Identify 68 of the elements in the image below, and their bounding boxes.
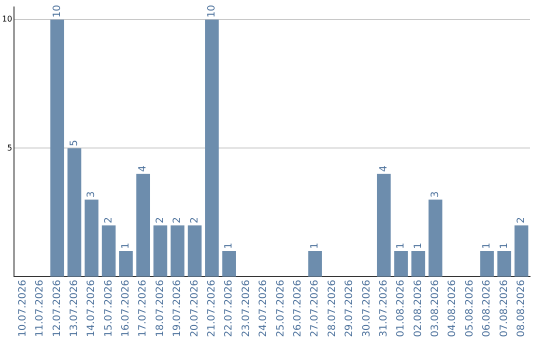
- data-label: 1: [224, 242, 235, 250]
- bar: [153, 225, 168, 277]
- x-tick-label: 31.07.2026: [378, 280, 390, 338]
- bar: [50, 20, 64, 277]
- x-tick-label: 15.07.2026: [103, 280, 114, 338]
- data-label: 1: [412, 242, 424, 250]
- data-label: 10: [52, 4, 63, 18]
- bar: [376, 174, 391, 277]
- data-label: 4: [138, 166, 149, 172]
- data-label: 2: [516, 216, 527, 224]
- x-tick-label: 01.08.2026: [396, 280, 407, 338]
- x-tick-label: 29.07.2026: [344, 280, 356, 338]
- bar: [102, 225, 116, 277]
- x-tick-label: 30.07.2026: [361, 280, 372, 338]
- x-tick-label: 02.08.2026: [412, 280, 424, 338]
- x-tick-label: 25.07.2026: [275, 280, 286, 338]
- bar: [136, 174, 150, 277]
- data-label: 1: [120, 242, 132, 250]
- data-label: 5: [68, 140, 80, 146]
- bar: [170, 225, 184, 277]
- x-tick-label: 26.07.2026: [292, 280, 304, 338]
- x-tick-label: 13.07.2026: [68, 280, 80, 338]
- x-tick-label: 11.07.2026: [34, 280, 46, 338]
- x-tick-label: 12.07.2026: [52, 280, 63, 338]
- bar: [514, 225, 528, 277]
- bar: [188, 225, 202, 277]
- x-tick-label: 21.07.2026: [206, 280, 218, 338]
- x-tick-label: 07.08.2026: [498, 280, 510, 338]
- data-label: 2: [154, 216, 166, 224]
- data-label: 1: [482, 242, 493, 250]
- x-tick-label: 19.07.2026: [172, 280, 184, 338]
- bar: [428, 200, 442, 277]
- data-label: 1: [310, 242, 321, 250]
- x-tick-label: 28.07.2026: [326, 280, 338, 338]
- x-tick-label: 16.07.2026: [120, 280, 132, 338]
- bar: [84, 200, 98, 277]
- bar: [480, 251, 494, 277]
- x-tick-label: 14.07.2026: [86, 280, 98, 338]
- x-tick-label: 18.07.2026: [154, 280, 166, 338]
- x-tick-label: 27.07.2026: [310, 280, 321, 338]
- x-tick-label: 05.08.2026: [464, 280, 476, 338]
- x-tick-label: 04.08.2026: [447, 280, 458, 338]
- x-tick-label: 24.07.2026: [258, 280, 270, 338]
- bar: [411, 251, 426, 277]
- x-tick-label: 10.07.2026: [17, 280, 28, 338]
- data-label: 2: [103, 216, 114, 224]
- bar: [119, 251, 133, 277]
- bar: [222, 251, 236, 277]
- bar: [394, 251, 408, 277]
- x-tick-label: 22.07.2026: [224, 280, 235, 338]
- bar: [497, 251, 512, 277]
- data-label: 1: [396, 242, 407, 250]
- x-tick-label: 03.08.2026: [430, 280, 442, 338]
- x-tick-label: 20.07.2026: [189, 280, 200, 338]
- x-tick-label: 17.07.2026: [138, 280, 149, 338]
- data-label: 2: [189, 216, 200, 224]
- bar: [67, 148, 82, 277]
- x-tick-label: 08.08.2026: [516, 280, 527, 338]
- data-label: 3: [430, 191, 442, 198]
- bar: [308, 251, 322, 277]
- bar: [205, 20, 219, 277]
- x-tick-label: 23.07.2026: [240, 280, 252, 338]
- data-label: 2: [172, 216, 184, 224]
- data-label: 1: [498, 242, 510, 250]
- data-label: 3: [86, 191, 98, 198]
- x-tick-label: 06.08.2026: [482, 280, 493, 338]
- data-label: 4: [378, 166, 390, 172]
- data-label: 10: [206, 4, 218, 18]
